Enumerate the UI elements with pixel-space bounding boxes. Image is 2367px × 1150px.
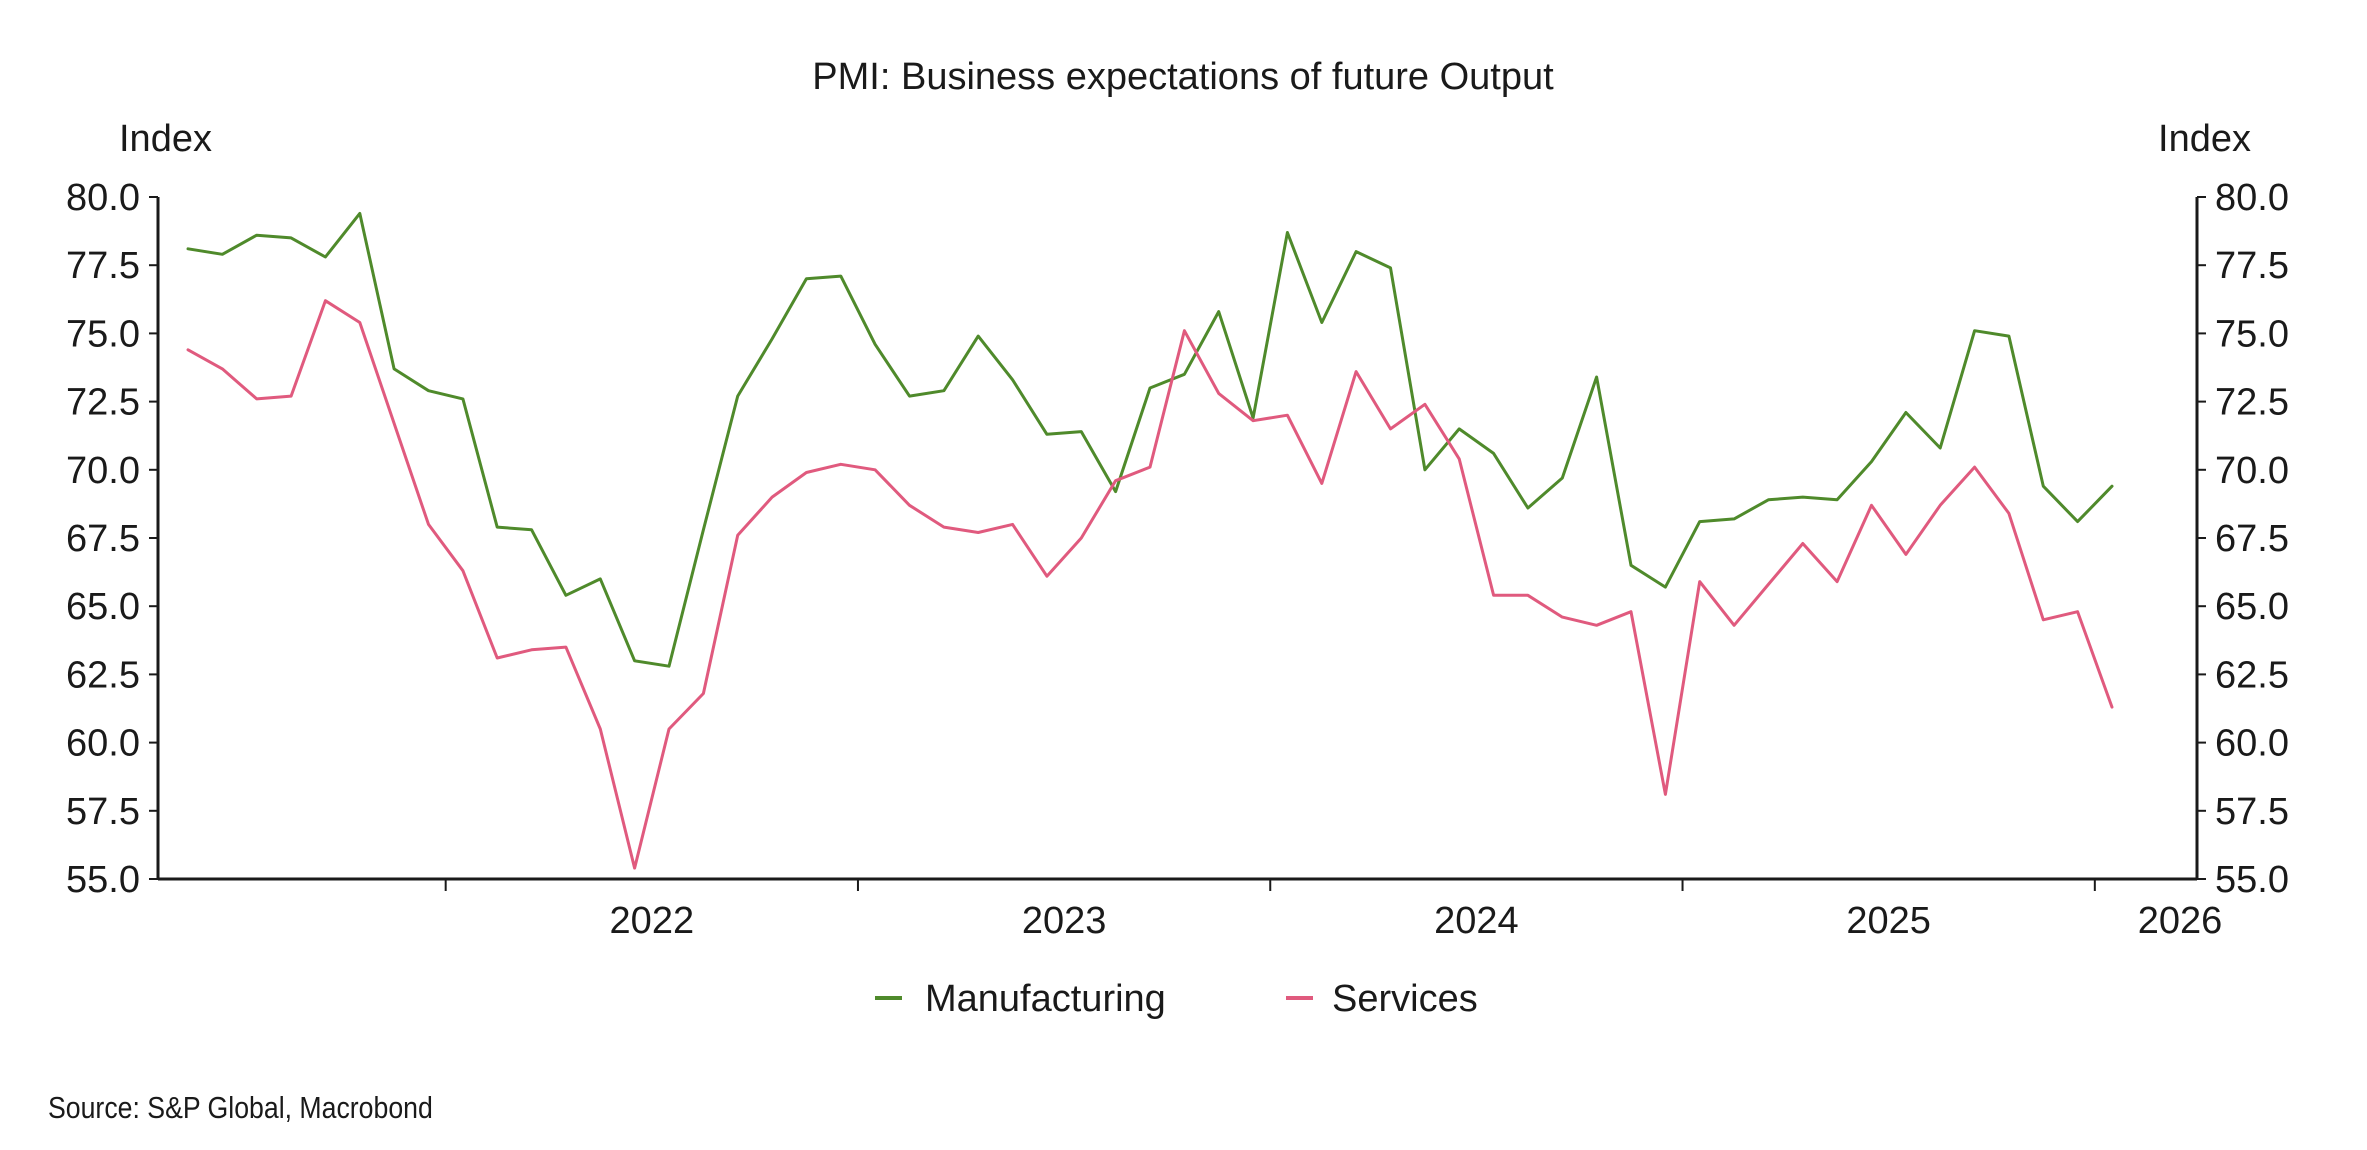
source-note: Source: S&P Global, Macrobond [48, 1090, 433, 1125]
left-y-tick-label: 60.0 [66, 723, 140, 765]
left-y-tick-label: 55.0 [66, 859, 140, 901]
chart-title: PMI: Business expectations of future Out… [812, 56, 1554, 98]
x-tick-label: 2026 [2138, 900, 2223, 942]
right-y-tick-label: 77.5 [2215, 245, 2289, 287]
right-y-tick-label: 57.5 [2215, 791, 2289, 833]
left-y-tick-label: 57.5 [66, 791, 140, 833]
x-tick-label: 2023 [1022, 900, 1107, 942]
left-y-tick-label: 72.5 [66, 382, 140, 424]
right-axis-unit-label: Index [2158, 118, 2251, 160]
right-y-tick-label: 67.5 [2215, 518, 2289, 560]
legend-label-services: Services [1332, 978, 1478, 1020]
series-line-manufacturing [186, 211, 2114, 668]
right-y-tick-label: 60.0 [2215, 723, 2289, 765]
right-y-tick-label: 55.0 [2215, 859, 2289, 901]
left-y-tick-label: 62.5 [66, 654, 140, 696]
left-y-tick-label: 65.0 [66, 586, 140, 628]
right-y-tick-label: 65.0 [2215, 586, 2289, 628]
right-y-tick-label: 72.5 [2215, 382, 2289, 424]
series-lines [186, 211, 2114, 870]
x-tick-label: 2024 [1434, 900, 1519, 942]
right-y-tick-label: 62.5 [2215, 654, 2289, 696]
left-y-tick-label: 70.0 [66, 450, 140, 492]
axes [149, 196, 2206, 891]
right-y-tick-label: 80.0 [2215, 177, 2289, 219]
right-y-tick-label: 70.0 [2215, 450, 2289, 492]
series-line-services [186, 299, 2114, 870]
tick-labels: 55.0 55.0 57.5 57.5 60.0 60.0 62.5 62.5 65.0 65.0… [66, 177, 2289, 942]
x-tick-label: 2025 [1846, 900, 1931, 942]
legend: Manufacturing Services [875, 978, 1478, 1020]
left-y-tick-label: 77.5 [66, 245, 140, 287]
x-tick-label: 2022 [610, 900, 695, 942]
left-y-tick-label: 67.5 [66, 518, 140, 560]
left-y-tick-label: 80.0 [66, 177, 140, 219]
legend-label-manufacturing: Manufacturing [925, 978, 1166, 1020]
right-y-tick-label: 75.0 [2215, 313, 2289, 355]
left-y-tick-label: 75.0 [66, 313, 140, 355]
left-axis-unit-label: Index [119, 118, 212, 160]
